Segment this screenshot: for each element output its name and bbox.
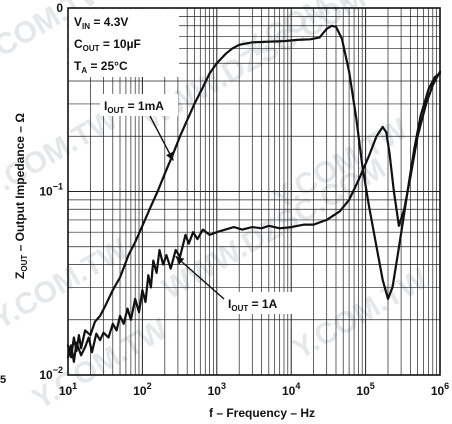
y-axis-label: ZOUT – Output Impedance – Ω bbox=[13, 113, 29, 279]
series-label-iout-1ma-rest: = 1mA bbox=[124, 99, 164, 113]
x-tick-exponent: 3 bbox=[221, 381, 226, 391]
plot-border bbox=[67, 7, 441, 376]
condition-text-sub: OUT bbox=[83, 44, 100, 53]
series-label-iout-1a-main: I bbox=[228, 297, 231, 311]
x-tick-exponent: 2 bbox=[147, 381, 152, 391]
series-line-iout-1ma bbox=[66, 24, 442, 359]
x-tick-base: 10 bbox=[431, 384, 445, 398]
series-label-iout-1ma-sub: OUT bbox=[107, 106, 124, 115]
annotation-arrowhead bbox=[175, 256, 185, 265]
condition-text-main: C bbox=[74, 37, 83, 51]
annotation-arrow bbox=[175, 255, 225, 300]
series-line-iout-1a bbox=[66, 70, 442, 363]
x-tick-exponent: 4 bbox=[295, 381, 300, 391]
x-tick-base: 10 bbox=[282, 384, 296, 398]
condition-text-rest: = 25°C bbox=[87, 59, 128, 73]
y-tick-exponent: −2 bbox=[53, 365, 63, 375]
x-tick-base: 10 bbox=[208, 384, 222, 398]
x-tick-label: 104 bbox=[282, 381, 300, 398]
x-tick-base: 10 bbox=[356, 384, 370, 398]
condition-text-rest: = 4.3V bbox=[90, 15, 128, 29]
watermark-text: WWW.DZSC.COM bbox=[157, 152, 391, 306]
x-tick-label: 102 bbox=[133, 381, 151, 398]
x-tick-exponent: 1 bbox=[72, 381, 77, 391]
condition-text-rest: = 10µF bbox=[100, 37, 141, 51]
x-tick-label: 103 bbox=[208, 381, 226, 398]
watermark-text: Y.COM.TW bbox=[287, 262, 434, 366]
watermark-text: Y.COM.TW bbox=[27, 312, 174, 416]
series-label-box bbox=[100, 94, 178, 116]
series-layer bbox=[66, 24, 442, 363]
y-tick-label: 0 bbox=[56, 1, 63, 15]
y-tick-label: 10−1 bbox=[39, 182, 63, 199]
conditions-box bbox=[69, 9, 179, 77]
condition-text: VIN = 4.3V bbox=[74, 15, 128, 31]
x-tick-label: 105 bbox=[356, 381, 374, 398]
plot-frame bbox=[67, 7, 441, 376]
series-label-iout-1a: IOUT = 1A bbox=[228, 297, 278, 313]
series-label-iout-1a-rest: = 1A bbox=[248, 297, 277, 311]
series-label-box bbox=[224, 292, 292, 314]
y-axis-label-sub: OUT bbox=[20, 255, 29, 272]
condition-text-sub: IN bbox=[82, 22, 90, 31]
x-tick-label: 106 bbox=[431, 381, 449, 398]
y-tick-label: 10−2 bbox=[39, 365, 63, 382]
series-label-iout-1ma-main: I bbox=[104, 99, 107, 113]
y-axis-label-main: Z bbox=[13, 272, 27, 279]
condition-text: COUT = 10µF bbox=[74, 37, 141, 53]
y-tick-exponent: −1 bbox=[53, 182, 63, 192]
y-tick-base: 0 bbox=[56, 1, 63, 15]
condition-text: TA = 25°C bbox=[74, 59, 128, 75]
x-axis-label: f – Frequency – Hz bbox=[209, 406, 315, 420]
y-axis-label-rest: – Output Impedance – Ω bbox=[13, 113, 27, 255]
left-clip-text: 5 bbox=[0, 374, 6, 386]
condition-text-main: T bbox=[74, 59, 82, 73]
condition-text-main: V bbox=[74, 15, 82, 29]
series-label-iout-1a-sub: OUT bbox=[231, 304, 248, 313]
x-tick-base: 10 bbox=[133, 384, 147, 398]
y-tick-base: 10 bbox=[39, 185, 53, 199]
x-tick-exponent: 5 bbox=[370, 381, 375, 391]
series-label-iout-1ma: IOUT = 1mA bbox=[104, 99, 164, 115]
x-tick-exponent: 6 bbox=[444, 381, 449, 391]
annotation-arrow bbox=[149, 115, 174, 161]
annotation-arrowhead bbox=[166, 151, 174, 161]
condition-text-sub: A bbox=[81, 66, 87, 75]
x-tick-base: 10 bbox=[59, 384, 73, 398]
x-tick-label: 101 bbox=[59, 381, 77, 398]
y-tick-base: 10 bbox=[39, 368, 53, 382]
